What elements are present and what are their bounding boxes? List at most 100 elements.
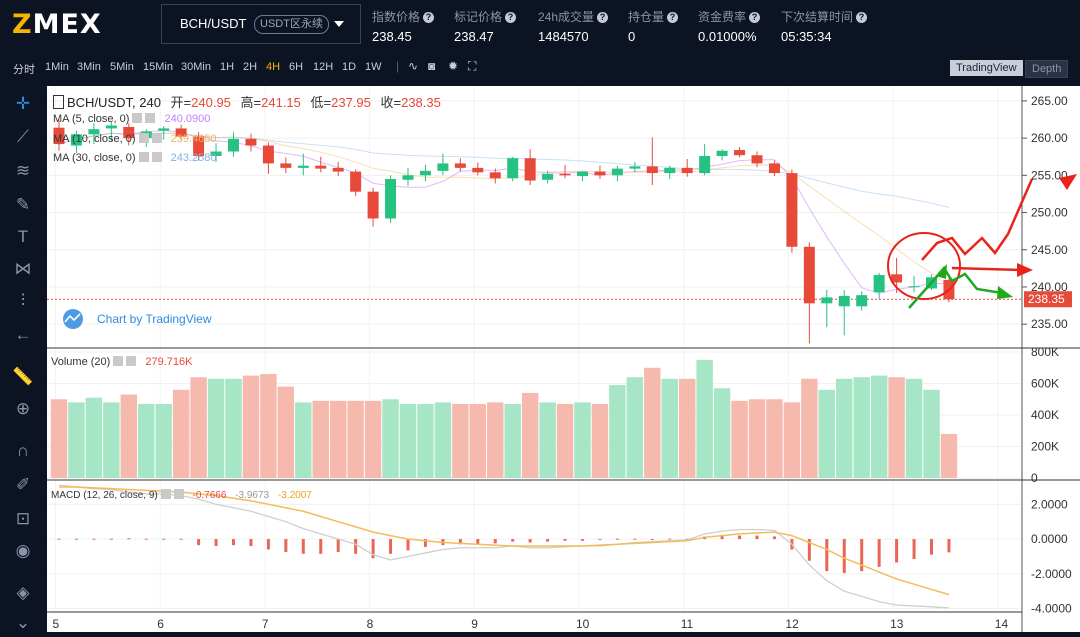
camera-icon[interactable]: ◙ <box>428 59 436 73</box>
settings-icon[interactable]: ✹ <box>448 59 459 73</box>
candle-body <box>210 151 222 156</box>
ma30-label: MA (30, close, 0) <box>53 152 136 164</box>
candle-body <box>70 134 82 146</box>
layers-icon[interactable]: ◈ <box>16 583 30 602</box>
candle-body <box>908 286 920 288</box>
settings-icon[interactable] <box>160 489 171 499</box>
timeframe-1h[interactable]: 1H <box>220 61 235 73</box>
macd-hist-bar <box>563 539 567 541</box>
settings-icon[interactable] <box>138 152 149 162</box>
zmex-logo[interactable]: ZMEX <box>12 9 102 40</box>
macd-hist-bar <box>389 539 393 554</box>
zoom-in-icon[interactable]: ⊕ <box>15 399 31 418</box>
volume-bar <box>801 378 818 478</box>
help-icon[interactable]: ? <box>423 12 435 23</box>
help-icon[interactable]: ? <box>856 12 868 23</box>
close-icon[interactable] <box>151 133 162 143</box>
pair-selector[interactable]: BCH/USDT USDT区永续 <box>161 4 361 44</box>
tab-depth[interactable]: Depth <box>1025 60 1069 78</box>
timeframe-30min[interactable]: 30Min <box>181 61 211 73</box>
volume-bar <box>138 403 155 478</box>
brush-icon[interactable]: ✎ <box>15 195 31 214</box>
close-icon[interactable] <box>173 489 184 499</box>
volume-bar <box>923 389 940 478</box>
timeframe-4h[interactable]: 4H <box>266 61 281 73</box>
date-tick-label: 12 <box>785 617 799 631</box>
timeframe-1w[interactable]: 1W <box>365 61 382 73</box>
text-icon[interactable]: T <box>17 227 29 246</box>
timeframe-line[interactable]: 分时 <box>13 64 35 76</box>
timeframe-5min[interactable]: 5Min <box>110 61 134 73</box>
candle-body <box>419 170 431 176</box>
candle-body <box>594 171 606 176</box>
ma5-legend: MA (5, close, 0) 240.0900 <box>53 113 210 125</box>
ma10-value: 239.4650 <box>170 133 217 145</box>
fullscreen-icon[interactable]: ⛶ <box>468 59 477 73</box>
volume-bar <box>661 378 678 478</box>
timeframe-1min[interactable]: 1Min <box>45 61 69 73</box>
volume-bar <box>783 402 801 478</box>
annotation-circle <box>887 232 961 300</box>
eye-icon[interactable]: ◉ <box>15 541 31 560</box>
volume-bar <box>417 403 434 478</box>
crosshair-icon[interactable]: ✛ <box>15 94 31 113</box>
price-tick-label: 245.00 <box>1031 243 1068 257</box>
macd-hist-bar <box>249 539 253 546</box>
stat-value: 1484570 <box>538 29 589 44</box>
settings-icon[interactable] <box>132 113 143 123</box>
timeframe-3min[interactable]: 3Min <box>77 61 101 73</box>
timeframe-6h[interactable]: 6H <box>289 61 304 73</box>
settings-icon[interactable] <box>138 133 149 143</box>
stat-label: 指数价格 <box>372 10 421 24</box>
back-arrow-icon[interactable]: ← <box>14 325 32 344</box>
volume-bar <box>870 375 888 478</box>
volume-bar <box>731 400 748 478</box>
close-icon[interactable] <box>151 152 162 162</box>
settings-icon[interactable] <box>113 356 124 366</box>
timeframe-1d[interactable]: 1D <box>342 61 357 73</box>
help-icon[interactable]: ? <box>597 12 609 23</box>
candle-body <box>489 172 501 179</box>
date-tick-label: 5 <box>53 617 60 631</box>
close-icon[interactable] <box>126 356 137 366</box>
annotation-red-arrow-right <box>951 266 1023 272</box>
macd-hist-bar <box>319 539 323 554</box>
stat-value: 05:35:34 <box>781 29 832 44</box>
legend-open: 240.95 <box>191 95 231 110</box>
measure-icon[interactable]: ⫶ <box>20 291 26 310</box>
user-annotations <box>887 174 1077 309</box>
macd-hist-bar <box>232 539 235 546</box>
last-price-tag <box>1024 291 1072 308</box>
volume-bar <box>277 386 295 478</box>
toolbar-divider: | <box>396 59 400 73</box>
tab-tradingview[interactable]: TradingView <box>950 60 1023 76</box>
pattern-icon[interactable]: ⋈ <box>14 259 32 278</box>
timeframe-12h[interactable]: 12H <box>313 61 334 73</box>
lock-draw-icon[interactable]: ✐ <box>15 475 31 494</box>
indicator-icon[interactable]: ∿ <box>408 59 419 73</box>
volume-bar <box>591 403 609 478</box>
trend-line-icon[interactable]: ⟋ <box>17 127 29 146</box>
fib-icon[interactable]: ≋ <box>15 161 31 180</box>
timeframe-2h[interactable]: 2H <box>243 61 258 73</box>
chart-canvas[interactable]: 265.00 260.00 255.00 250.00 245.00 240.00 235.… <box>47 86 1080 632</box>
logo-z: Z <box>12 9 33 40</box>
help-icon[interactable]: ? <box>667 12 679 23</box>
help-icon[interactable]: ? <box>749 12 761 23</box>
macd-hist-bar <box>650 539 654 541</box>
price-tick-label: 240.00 <box>1031 280 1068 294</box>
lock-icon[interactable]: ⊡ <box>15 509 31 528</box>
ruler-icon[interactable]: 📏 <box>12 367 34 386</box>
volume-bar <box>818 389 836 478</box>
close-icon[interactable] <box>145 113 156 123</box>
volume-bar <box>295 402 312 478</box>
volume-bar <box>678 378 696 478</box>
timeframe-15min[interactable]: 15Min <box>143 61 173 73</box>
tradingview-chart[interactable]: 265.00 260.00 255.00 250.00 245.00 240.00 235.… <box>47 86 1080 632</box>
stat-next-settlement: 下次结算时间? 05:35:34 <box>781 8 868 44</box>
chevron-down-icon[interactable]: ⌄ <box>15 613 31 632</box>
magnet-icon[interactable]: ∩ <box>16 441 30 460</box>
macd-lines <box>58 484 950 609</box>
help-icon[interactable]: ? <box>505 12 517 23</box>
candle-body <box>891 274 903 283</box>
